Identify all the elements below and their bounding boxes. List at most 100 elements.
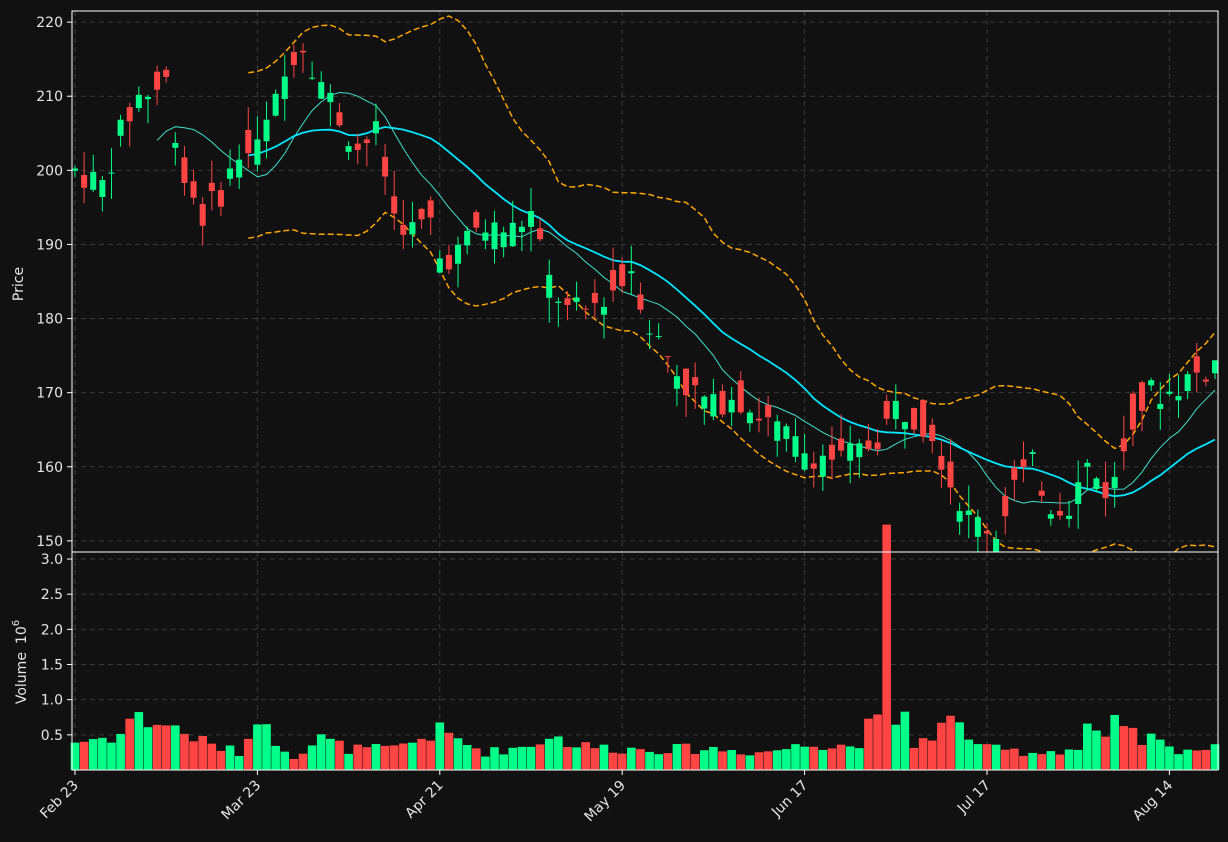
volume-bar: [152, 724, 162, 770]
volume-bar: [782, 749, 791, 770]
volume-bar: [171, 725, 180, 770]
volume-bar: [444, 732, 454, 770]
candle-body: [974, 517, 981, 537]
volume-bar: [800, 746, 809, 770]
candle-body: [117, 119, 124, 136]
candle-body: [810, 463, 817, 469]
volume-bar: [608, 752, 618, 770]
volume-bar: [253, 724, 262, 770]
candle-body: [719, 390, 726, 415]
volume-bar: [88, 739, 98, 770]
bollinger-bands: [248, 15, 1216, 552]
candle-body: [746, 412, 753, 424]
volume-bar: [107, 742, 116, 770]
candle-body: [610, 270, 617, 291]
volume-bar: [134, 712, 144, 770]
volume-bar: [435, 722, 445, 770]
candle-body: [181, 157, 188, 183]
candlesticks: [72, 43, 1218, 552]
candle-body: [1066, 515, 1073, 519]
candle-body: [227, 168, 234, 179]
candle-body: [1202, 379, 1209, 382]
volume-bar: [180, 733, 189, 770]
volume-bar: [481, 756, 490, 770]
volume-bar: [271, 745, 280, 770]
volume-bar: [845, 746, 855, 770]
volume-bar: [1101, 736, 1110, 770]
candle-body: [391, 196, 398, 214]
volume-bar: [581, 742, 591, 770]
volume-bar: [225, 745, 235, 770]
volume-bar: [471, 748, 481, 770]
candle-body: [190, 181, 197, 198]
volume-bar: [70, 742, 80, 770]
volume-bar: [982, 744, 992, 770]
volume-bar: [645, 751, 654, 770]
candle-body: [99, 180, 106, 197]
volume-bar: [1128, 727, 1138, 770]
volume-bar: [116, 733, 125, 770]
volume-bar: [827, 748, 837, 770]
ma-fast-line: [156, 91, 1216, 504]
candle-body: [582, 308, 589, 310]
candle-body: [792, 436, 799, 457]
volume-bar: [216, 750, 226, 770]
volume-bar: [937, 722, 946, 770]
upper-band-line: [248, 15, 1216, 450]
candle-body: [72, 168, 78, 171]
volume-bar: [699, 750, 709, 770]
volume-bar: [189, 741, 198, 770]
candle-body: [1047, 514, 1054, 519]
candle-body: [1111, 476, 1118, 489]
volume-tick-label: 2.0: [41, 622, 63, 638]
volume-bar: [927, 740, 937, 770]
candle-body: [90, 171, 97, 190]
volume-bar: [243, 738, 253, 770]
volume-bar: [262, 724, 271, 770]
candle-body: [108, 172, 115, 174]
candle-body: [591, 292, 598, 303]
volume-bar: [718, 751, 727, 770]
candle-body: [245, 129, 252, 154]
candle-body: [345, 146, 352, 152]
volume-bar: [1192, 750, 1202, 770]
volume-bar: [918, 738, 928, 770]
candle-body: [655, 336, 662, 338]
candle-body: [692, 377, 699, 386]
candle-body: [300, 50, 306, 53]
volume-bar: [1137, 744, 1147, 770]
volume-bar: [453, 738, 463, 770]
candle-body: [281, 76, 288, 99]
volume-bar: [143, 727, 153, 770]
candle-body: [518, 226, 525, 233]
moving-averages: [156, 91, 1216, 504]
volume-bar: [991, 744, 1001, 770]
volume-y-ticks: 0.5 1.0 1.5 2.0 2.5 3.0: [41, 552, 72, 744]
candle-body: [1120, 438, 1127, 452]
volume-bar: [690, 753, 700, 770]
volume-bar: [544, 738, 554, 770]
candle-body: [737, 380, 744, 413]
candle-body: [208, 182, 215, 192]
volume-bar: [709, 746, 718, 770]
price-tick-label: 190: [36, 237, 63, 253]
volume-bar: [535, 744, 545, 770]
volume-bar: [1119, 726, 1129, 770]
volume-bar: [499, 754, 508, 770]
volume-bar: [526, 746, 536, 770]
volume-bar: [326, 738, 335, 770]
candle-body: [728, 399, 735, 413]
candle-body: [683, 368, 690, 396]
volume-bar: [1174, 754, 1183, 770]
volume-bar: [909, 747, 919, 770]
volume-bar: [590, 748, 600, 770]
candle-body: [336, 112, 343, 126]
ma-slow-line: [248, 126, 1216, 498]
candle-body: [865, 440, 872, 450]
candle-body: [263, 119, 270, 142]
candle-body: [1029, 452, 1036, 454]
candle-body: [254, 139, 261, 165]
volume-axis-label: Volume 106: [11, 620, 30, 704]
candle-body: [1056, 510, 1063, 516]
candle-body: [828, 444, 835, 460]
